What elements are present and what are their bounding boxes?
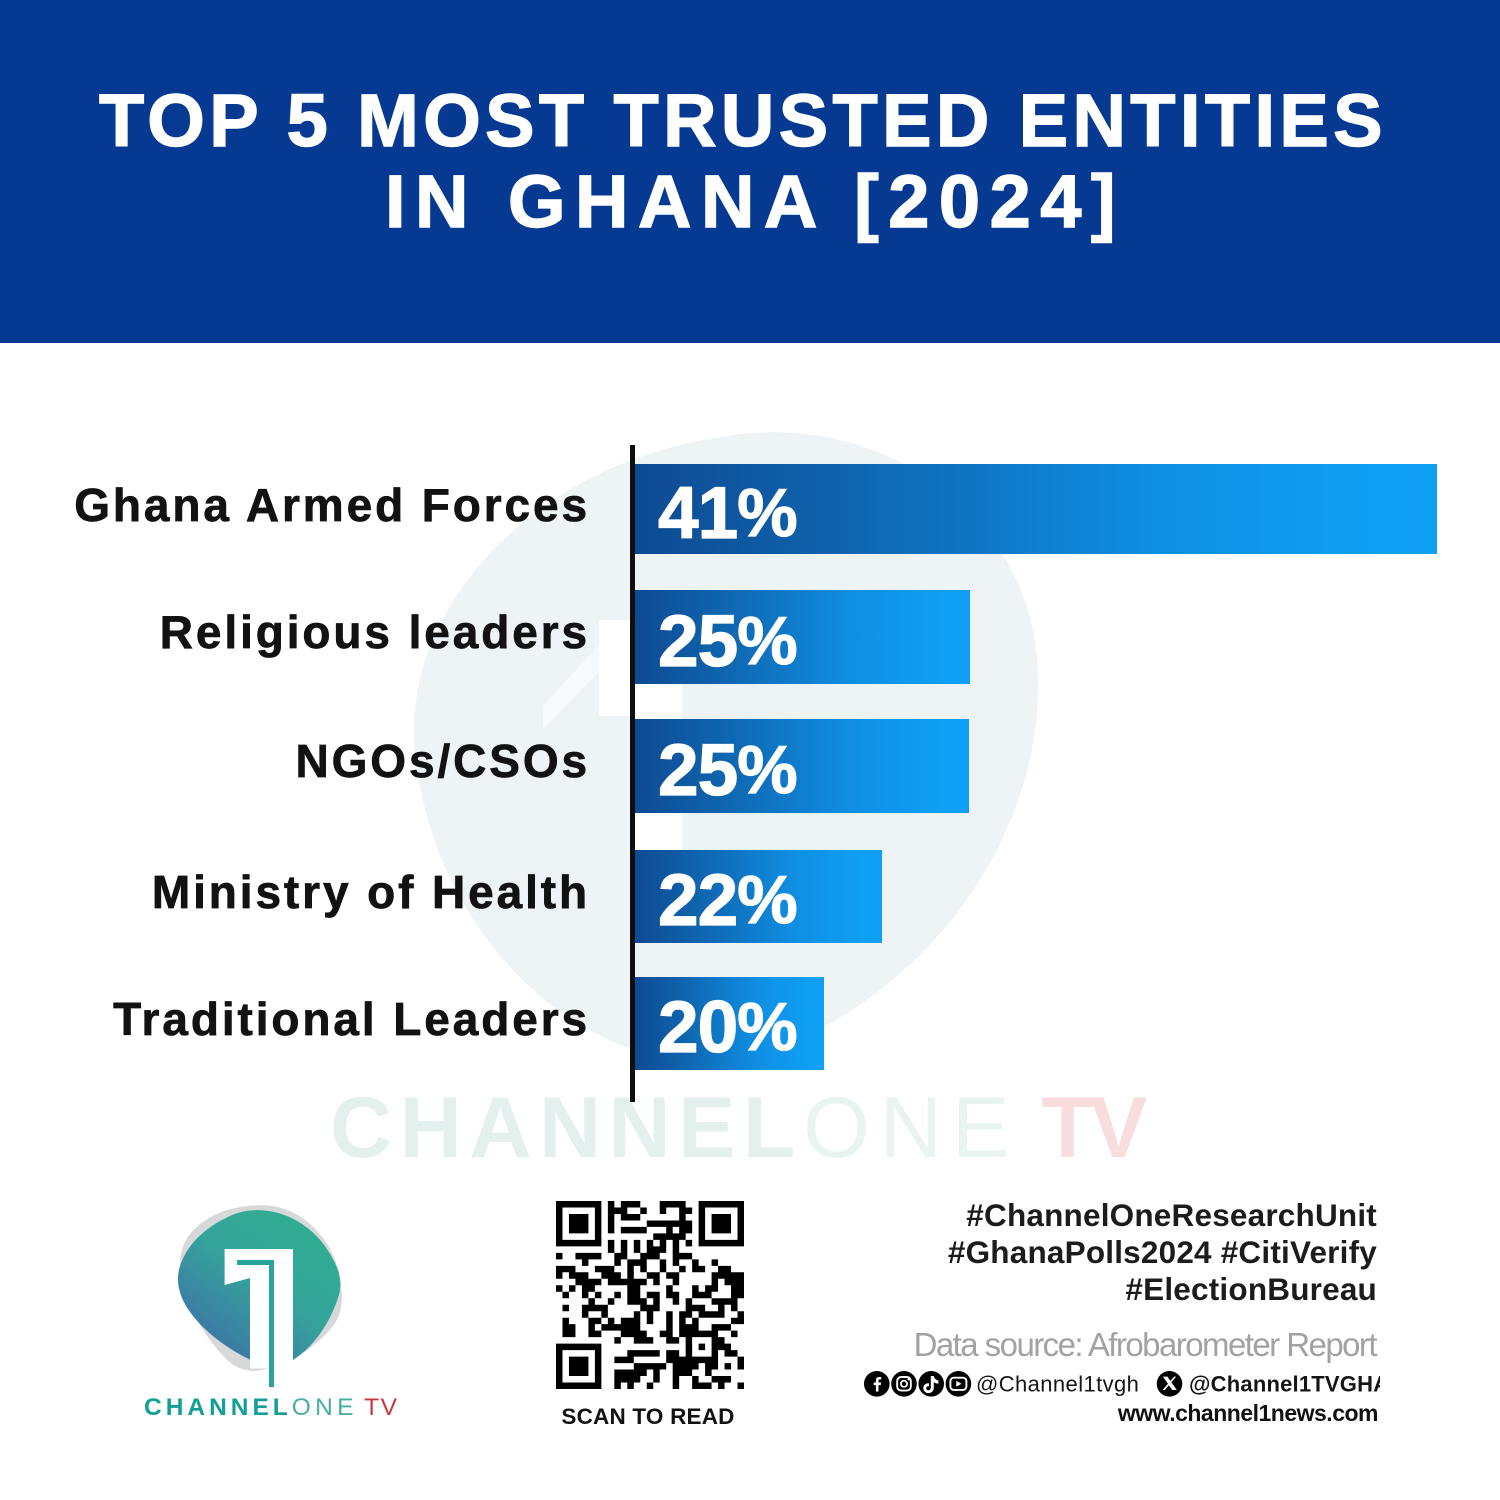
svg-text:@Channel1tvgh: @Channel1tvgh [976, 1372, 1139, 1397]
svg-text:@Channel1TVGHA: @Channel1TVGHA [1189, 1372, 1380, 1397]
